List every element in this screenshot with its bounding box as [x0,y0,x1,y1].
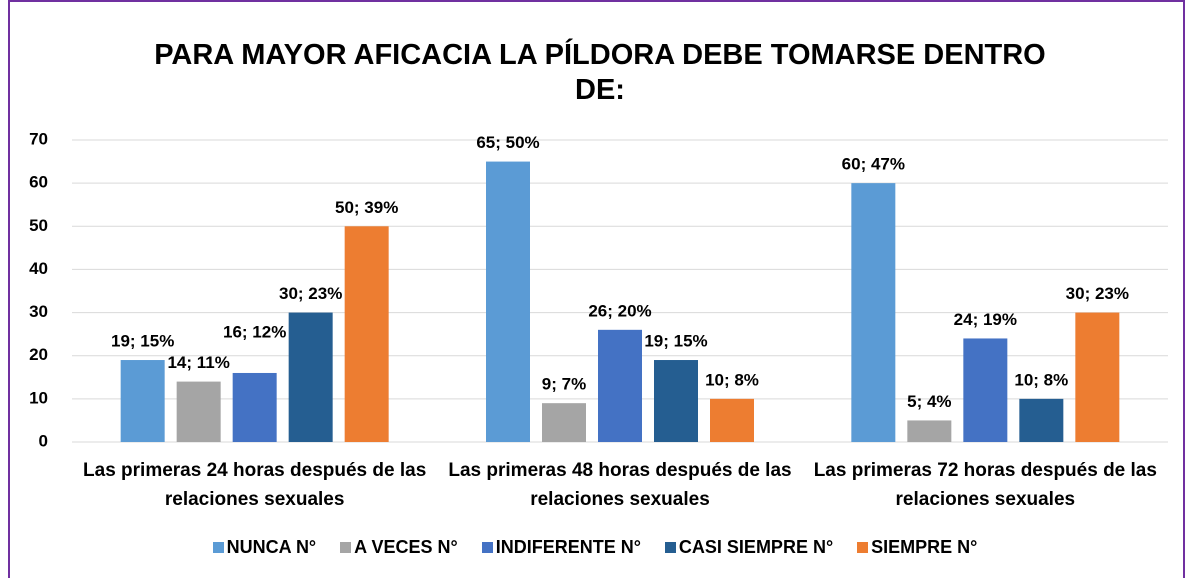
bar [288,312,333,442]
legend-swatch [857,542,869,553]
data-label: 24; 19% [954,310,1017,329]
data-label: 16; 12% [223,322,286,341]
bar [598,329,642,442]
bar [710,398,754,442]
data-label: 10; 8% [1014,370,1068,389]
x-tick-label: Las primeras 72 horas después de las rel… [813,460,1157,510]
bar [963,338,1008,442]
data-label: 10; 8% [705,370,759,389]
legend-label: A VECES N° [354,537,458,557]
y-tick-label: 20 [29,345,48,364]
y-tick-label: 50 [29,216,48,235]
data-label: 9; 7% [542,375,586,394]
legend-item: NUNCA N° [212,537,317,558]
bar [120,360,165,442]
legend-label: INDIFERENTE N° [495,537,641,557]
bar [1075,312,1120,442]
legend-item: SIEMPRE N° [857,537,977,558]
legend-item: CASI SIEMPRE N° [664,537,834,558]
data-label: 65; 50% [476,133,539,152]
data-label: 26; 20% [588,301,651,320]
data-label: 5; 4% [907,392,951,411]
x-tick-label: Las primeras 24 horas después de las rel… [83,460,427,510]
legend: NUNCA N° A VECES N° INDIFERENTE N° CASI SIE… [0,537,1190,558]
y-tick-label: 60 [29,173,48,192]
bar [851,183,896,442]
x-tick-label: Las primeras 48 horas después de las rel… [448,460,792,510]
data-label: 30; 23% [279,284,342,303]
y-tick-label: 40 [29,259,48,278]
frame [8,0,1185,578]
legend-item: INDIFERENTE N° [481,537,641,558]
data-label: 14; 11% [167,353,229,372]
bar [176,381,221,442]
bar [1019,398,1064,442]
legend-swatch [481,542,493,553]
y-tick-label: 0 [39,431,48,450]
legend-swatch [664,542,676,553]
bar [344,226,389,442]
y-tick-label: 70 [29,129,48,148]
bar [486,161,530,443]
chart-title: PARA MAYOR AFICACIA LA PÍLDORA DEBE TOMA… [154,39,1046,106]
data-label: 30; 23% [1066,284,1129,303]
legend-swatch [212,542,224,553]
bar [907,420,952,442]
legend-swatch [340,542,352,553]
legend-label: SIEMPRE N° [871,537,978,557]
legend-item: A VECES N° [340,537,458,558]
data-label: 19; 15% [111,332,174,351]
data-label: 60; 47% [842,155,905,174]
bar [232,372,277,442]
bar [654,360,698,442]
legend-label: CASI SIEMPRE N° [678,537,834,557]
y-tick-label: 10 [29,388,48,407]
y-tick-label: 30 [29,302,48,321]
data-label: 50; 39% [335,198,398,217]
data-label: 19; 15% [644,332,707,351]
bar [542,403,586,442]
legend-label: NUNCA N° [226,537,317,557]
